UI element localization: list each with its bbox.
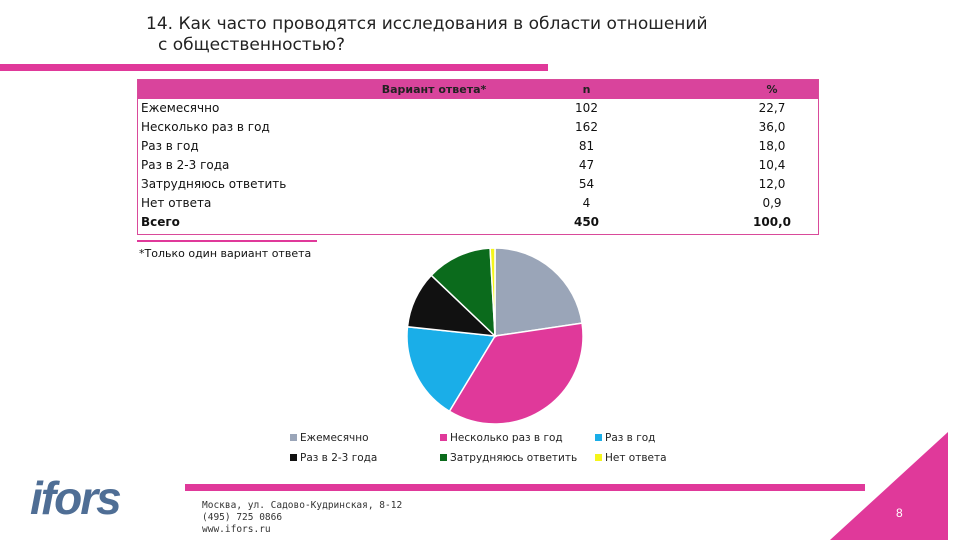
cell-label: Ежемесячно — [141, 101, 220, 115]
header-variant: Вариант ответа* — [381, 82, 487, 96]
footer-accent-bar — [185, 484, 865, 491]
table-row: Раз в год 81 18,0 — [137, 137, 818, 156]
cell-spacer — [618, 194, 726, 213]
cell-label: Затрудняюсь ответить — [141, 177, 287, 191]
page-number: 8 — [896, 506, 903, 520]
cell-pct: 10,4 — [758, 158, 786, 172]
table-row: Ежемесячно 102 22,7 — [137, 99, 818, 118]
legend-swatch — [290, 454, 297, 461]
footer-address: Москва, ул. Садово-Кудринская, 8-12 (495… — [202, 500, 402, 536]
cell-label: Нет ответа — [141, 196, 212, 210]
logo-text: ifors — [30, 474, 121, 524]
legend-label: Раз в 2-3 года — [300, 452, 378, 464]
legend-item: Ежемесячно — [290, 432, 369, 444]
header-n: n — [582, 82, 591, 96]
pie-slice-6 — [489, 247, 496, 337]
title-line-2: с общественностью? — [158, 35, 346, 55]
cell-spacer — [618, 118, 726, 137]
legend-item: Раз в 2-3 года — [290, 452, 377, 464]
cell-pct: 0,9 — [762, 196, 782, 210]
legend-swatch — [595, 454, 602, 461]
legend-item: Затрудняюсь ответить — [440, 452, 577, 464]
title-accent-bar — [0, 64, 548, 71]
cell-n: 102 — [575, 101, 598, 115]
cell-pct: 22,7 — [758, 101, 786, 115]
table-footnote: *Только один вариант ответа — [139, 247, 312, 260]
cell-pct: 18,0 — [758, 139, 786, 153]
table-row: Раз в 2-3 года 47 10,4 — [137, 156, 818, 175]
header-spacer — [618, 79, 726, 99]
header-pct: % — [766, 82, 778, 96]
legend-label: Ежемесячно — [300, 432, 369, 444]
legend-label: Нет ответа — [605, 452, 667, 464]
table-body: Ежемесячно 102 22,7 Несколько раз в год 162 3… — [137, 99, 818, 232]
legend-item: Раз в год — [595, 432, 655, 444]
cell-spacer — [618, 137, 726, 156]
legend-label: Несколько раз в год — [450, 432, 563, 444]
table-total-row: Всего 450 100,0 — [137, 213, 818, 232]
legend-label: Затрудняюсь ответить — [450, 452, 578, 464]
slide-title: 14. Как часто проводятся исследования в … — [146, 14, 746, 56]
legend-item: Нет ответа — [595, 452, 667, 464]
cell-spacer — [618, 156, 726, 175]
legend-swatch — [290, 434, 297, 441]
cell-pct: 100,0 — [753, 215, 791, 229]
table-row: Несколько раз в год 162 36,0 — [137, 118, 818, 137]
address-street: Москва, ул. Садово-Кудринская, 8-12 — [202, 500, 403, 511]
legend-swatch — [440, 434, 447, 441]
note-accent-line — [137, 240, 317, 242]
cell-n: 450 — [573, 215, 600, 229]
table-row: Затрудняюсь ответить 54 12,0 — [137, 175, 818, 194]
pie-slice-1 — [494, 247, 583, 337]
cell-label: Несколько раз в год — [141, 120, 270, 134]
cell-label: Раз в 2-3 года — [141, 158, 230, 172]
cell-n: 47 — [578, 158, 595, 172]
address-website: www.ifors.ru — [202, 524, 271, 535]
cell-n: 54 — [578, 177, 595, 191]
title-line-1: 14. Как часто проводятся исследования в … — [146, 14, 708, 34]
cell-n: 81 — [578, 139, 595, 153]
pie-slice-3 — [406, 325, 497, 413]
cell-n: 162 — [575, 120, 598, 134]
address-phone: (495) 725 0866 — [202, 512, 283, 523]
cell-spacer — [618, 213, 726, 232]
pie-chart — [406, 247, 584, 425]
cell-label: Раз в год — [141, 139, 199, 153]
cell-label: Всего — [141, 215, 180, 229]
pie-slice-2 — [448, 322, 584, 425]
legend-swatch — [595, 434, 602, 441]
legend-swatch — [440, 454, 447, 461]
cell-pct: 36,0 — [758, 120, 786, 134]
legend-label: Раз в год — [605, 432, 656, 444]
cell-n: 4 — [582, 196, 591, 210]
pie-slice-5 — [430, 247, 496, 338]
table-row: Нет ответа 4 0,9 — [137, 194, 818, 213]
cell-pct: 12,0 — [758, 177, 786, 191]
legend-item: Несколько раз в год — [440, 432, 563, 444]
cell-spacer — [618, 99, 726, 118]
ifors-logo: ifors — [30, 474, 123, 524]
corner-triangle-decoration — [830, 432, 948, 540]
cell-spacer — [618, 175, 726, 194]
survey-table: Вариант ответа* n % Ежемесячно 102 22,7 Нес… — [137, 79, 818, 232]
table-header-row: Вариант ответа* n % — [137, 79, 818, 99]
